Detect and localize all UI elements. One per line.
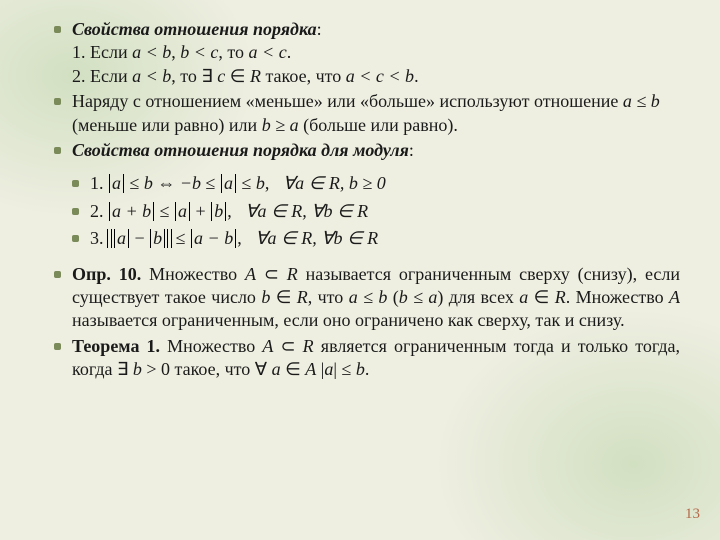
theorem-1: Теорема 1. Множество A ⊂ R является огра… — [54, 335, 680, 382]
page-content: Свойства отношения порядка: 1. Если a < … — [72, 18, 680, 522]
formula-2: 2. a + b ≤ a + b, ∀a ∈ R, ∀b ∈ R — [72, 200, 680, 223]
formula-3: 3. a − b ≤ a − b, ∀a ∈ R, ∀b ∈ R — [72, 227, 680, 250]
block-order-properties: Свойства отношения порядка: 1. Если a < … — [54, 18, 680, 88]
page-number: 13 — [685, 505, 700, 525]
definition-10: Опр. 10. Множество A ⊂ R называется огра… — [54, 263, 680, 333]
block-order-usage: Наряду с отношением «меньше» или «больше… — [54, 90, 680, 137]
heading-module-properties: Свойства отношения порядка для модуля — [72, 140, 409, 160]
block-module-heading: Свойства отношения порядка для модуля: — [54, 139, 680, 162]
heading-order-properties: Свойства отношения порядка — [72, 19, 317, 39]
formula-1: 1. a ≤ b ⇔ −b ≤ a ≤ b, ∀a ∈ R, b ≥ 0 — [72, 172, 680, 195]
